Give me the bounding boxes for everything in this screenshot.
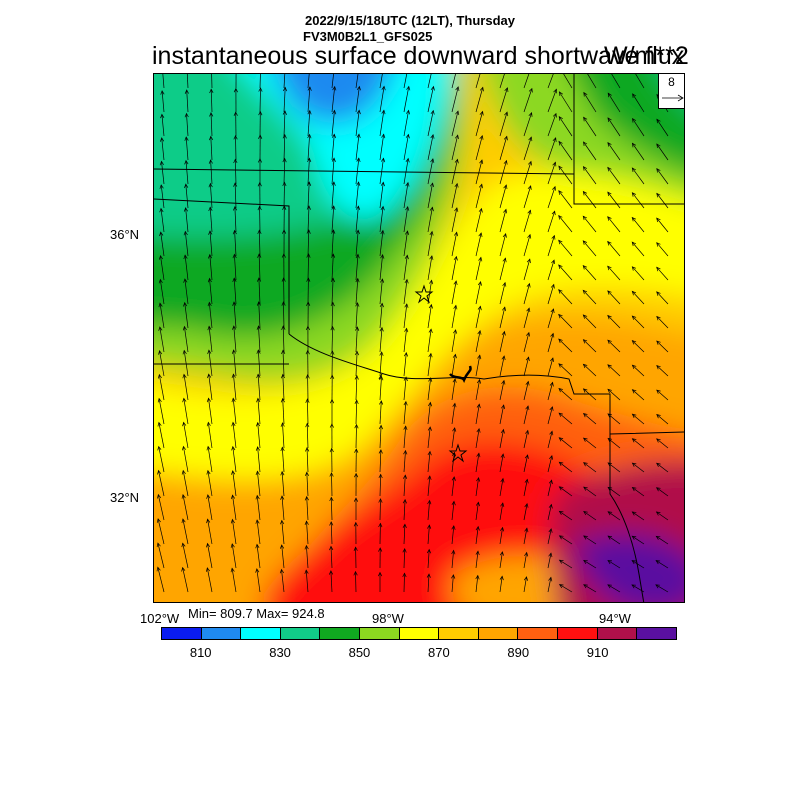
map-canvas (154, 74, 684, 602)
colorbar (161, 627, 677, 640)
colorbar-swatch (280, 628, 321, 639)
lat-label-36n: 36°N (110, 227, 140, 242)
colorbar-swatch (439, 628, 479, 639)
field-units: W/m**2 (604, 42, 689, 70)
lat-label-32n: 32°N (110, 490, 140, 505)
reference-arrow-icon (662, 94, 684, 102)
colorbar-swatch (162, 628, 202, 639)
colorbar-label: 910 (586, 645, 609, 660)
lon-label-102w: 102°W (140, 611, 180, 626)
colorbar-swatch (320, 628, 361, 639)
colorbar-swatch (241, 628, 281, 639)
colorbar-swatch (360, 628, 400, 639)
colorbar-label: 890 (507, 645, 530, 660)
colorbar-swatch (399, 628, 440, 639)
vector-reference-box: 8 (658, 73, 685, 109)
lon-label-94w: 94°W (599, 611, 631, 626)
colorbar-swatch (597, 628, 638, 639)
colorbar-swatch (478, 628, 519, 639)
colorbar-label: 850 (348, 645, 371, 660)
min-max-stats: Min= 809.7 Max= 924.8 (188, 606, 325, 621)
station-star-north-icon (414, 284, 434, 304)
vector-reference-label: 8 (668, 75, 675, 89)
colorbar-swatch (518, 628, 559, 639)
colorbar-label: 870 (427, 645, 450, 660)
colorbar-swatch (558, 628, 598, 639)
date-title: 2022/9/15/18UTC (12LT), Thursday (304, 13, 515, 28)
station-star-south-icon (448, 443, 468, 463)
lon-label-98w: 98°W (372, 611, 404, 626)
colorbar-swatch (637, 628, 676, 639)
field-title: instantaneous surface downward shortwave… (152, 42, 685, 70)
colorbar-swatch (201, 628, 242, 639)
model-title: FV3M0B2L1_GFS025 (303, 29, 433, 44)
map-panel (153, 73, 685, 603)
colorbar-label: 810 (189, 645, 212, 660)
colorbar-label: 830 (269, 645, 291, 660)
